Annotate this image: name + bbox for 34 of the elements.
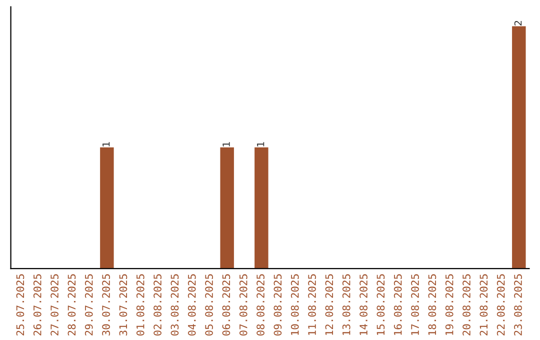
x-tick-label: 03.08.2025 (170, 274, 179, 336)
x-tick-label: 28.07.2025 (68, 274, 76, 336)
x-tick-label: 11.08.2025 (308, 274, 316, 335)
x-tick-label: 12.08.2025 (325, 274, 334, 335)
x-tick-label: 22.08.2025 (496, 274, 505, 336)
x-tick-label: 08.08.2025 (256, 274, 264, 336)
x-tick-label: 09.08.2025 (274, 274, 282, 336)
x-tick-label: 20.08.2025 (462, 274, 470, 336)
x-tick-label: 02.08.2025 (154, 274, 162, 336)
data-label: 2 (514, 20, 522, 26)
x-tick-label: 23.08.2025 (514, 274, 522, 336)
x-tick-label: 16.08.2025 (394, 274, 402, 335)
x-tick-label: 05.08.2025 (205, 274, 213, 336)
x-tick-label: 10.08.2025 (290, 274, 299, 335)
x-tick-label: 25.07.2025 (16, 274, 24, 336)
x-tick-label: 07.08.2025 (239, 274, 248, 336)
x-tick-label: 13.08.2025 (342, 274, 350, 335)
x-tick-label: 27.07.2025 (50, 274, 58, 336)
x-tick-label: 17.08.2025 (411, 274, 419, 335)
x-tick-label: 04.08.2025 (188, 274, 196, 336)
x-tick-label: 31.07.2025 (119, 274, 128, 336)
x-tick-label: 01.08.2025 (136, 274, 144, 336)
x-tick-label: 15.08.2025 (376, 274, 385, 335)
data-label: 1 (257, 142, 264, 146)
data-label: 1 (222, 142, 230, 146)
data-label: 1 (102, 142, 110, 146)
x-tick-label: 30.07.2025 (102, 274, 110, 336)
x-tick-label: 21.08.2025 (480, 274, 488, 336)
x-tick-label: 26.07.2025 (33, 274, 42, 336)
x-tick-label: 29.07.2025 (84, 274, 93, 336)
x-tick-label: 14.08.2025 (360, 274, 368, 335)
x-tick-label: 06.08.2025 (222, 274, 230, 336)
x-tick-label: 18.08.2025 (428, 274, 436, 335)
x-tick-label: 19.08.2025 (445, 274, 454, 335)
